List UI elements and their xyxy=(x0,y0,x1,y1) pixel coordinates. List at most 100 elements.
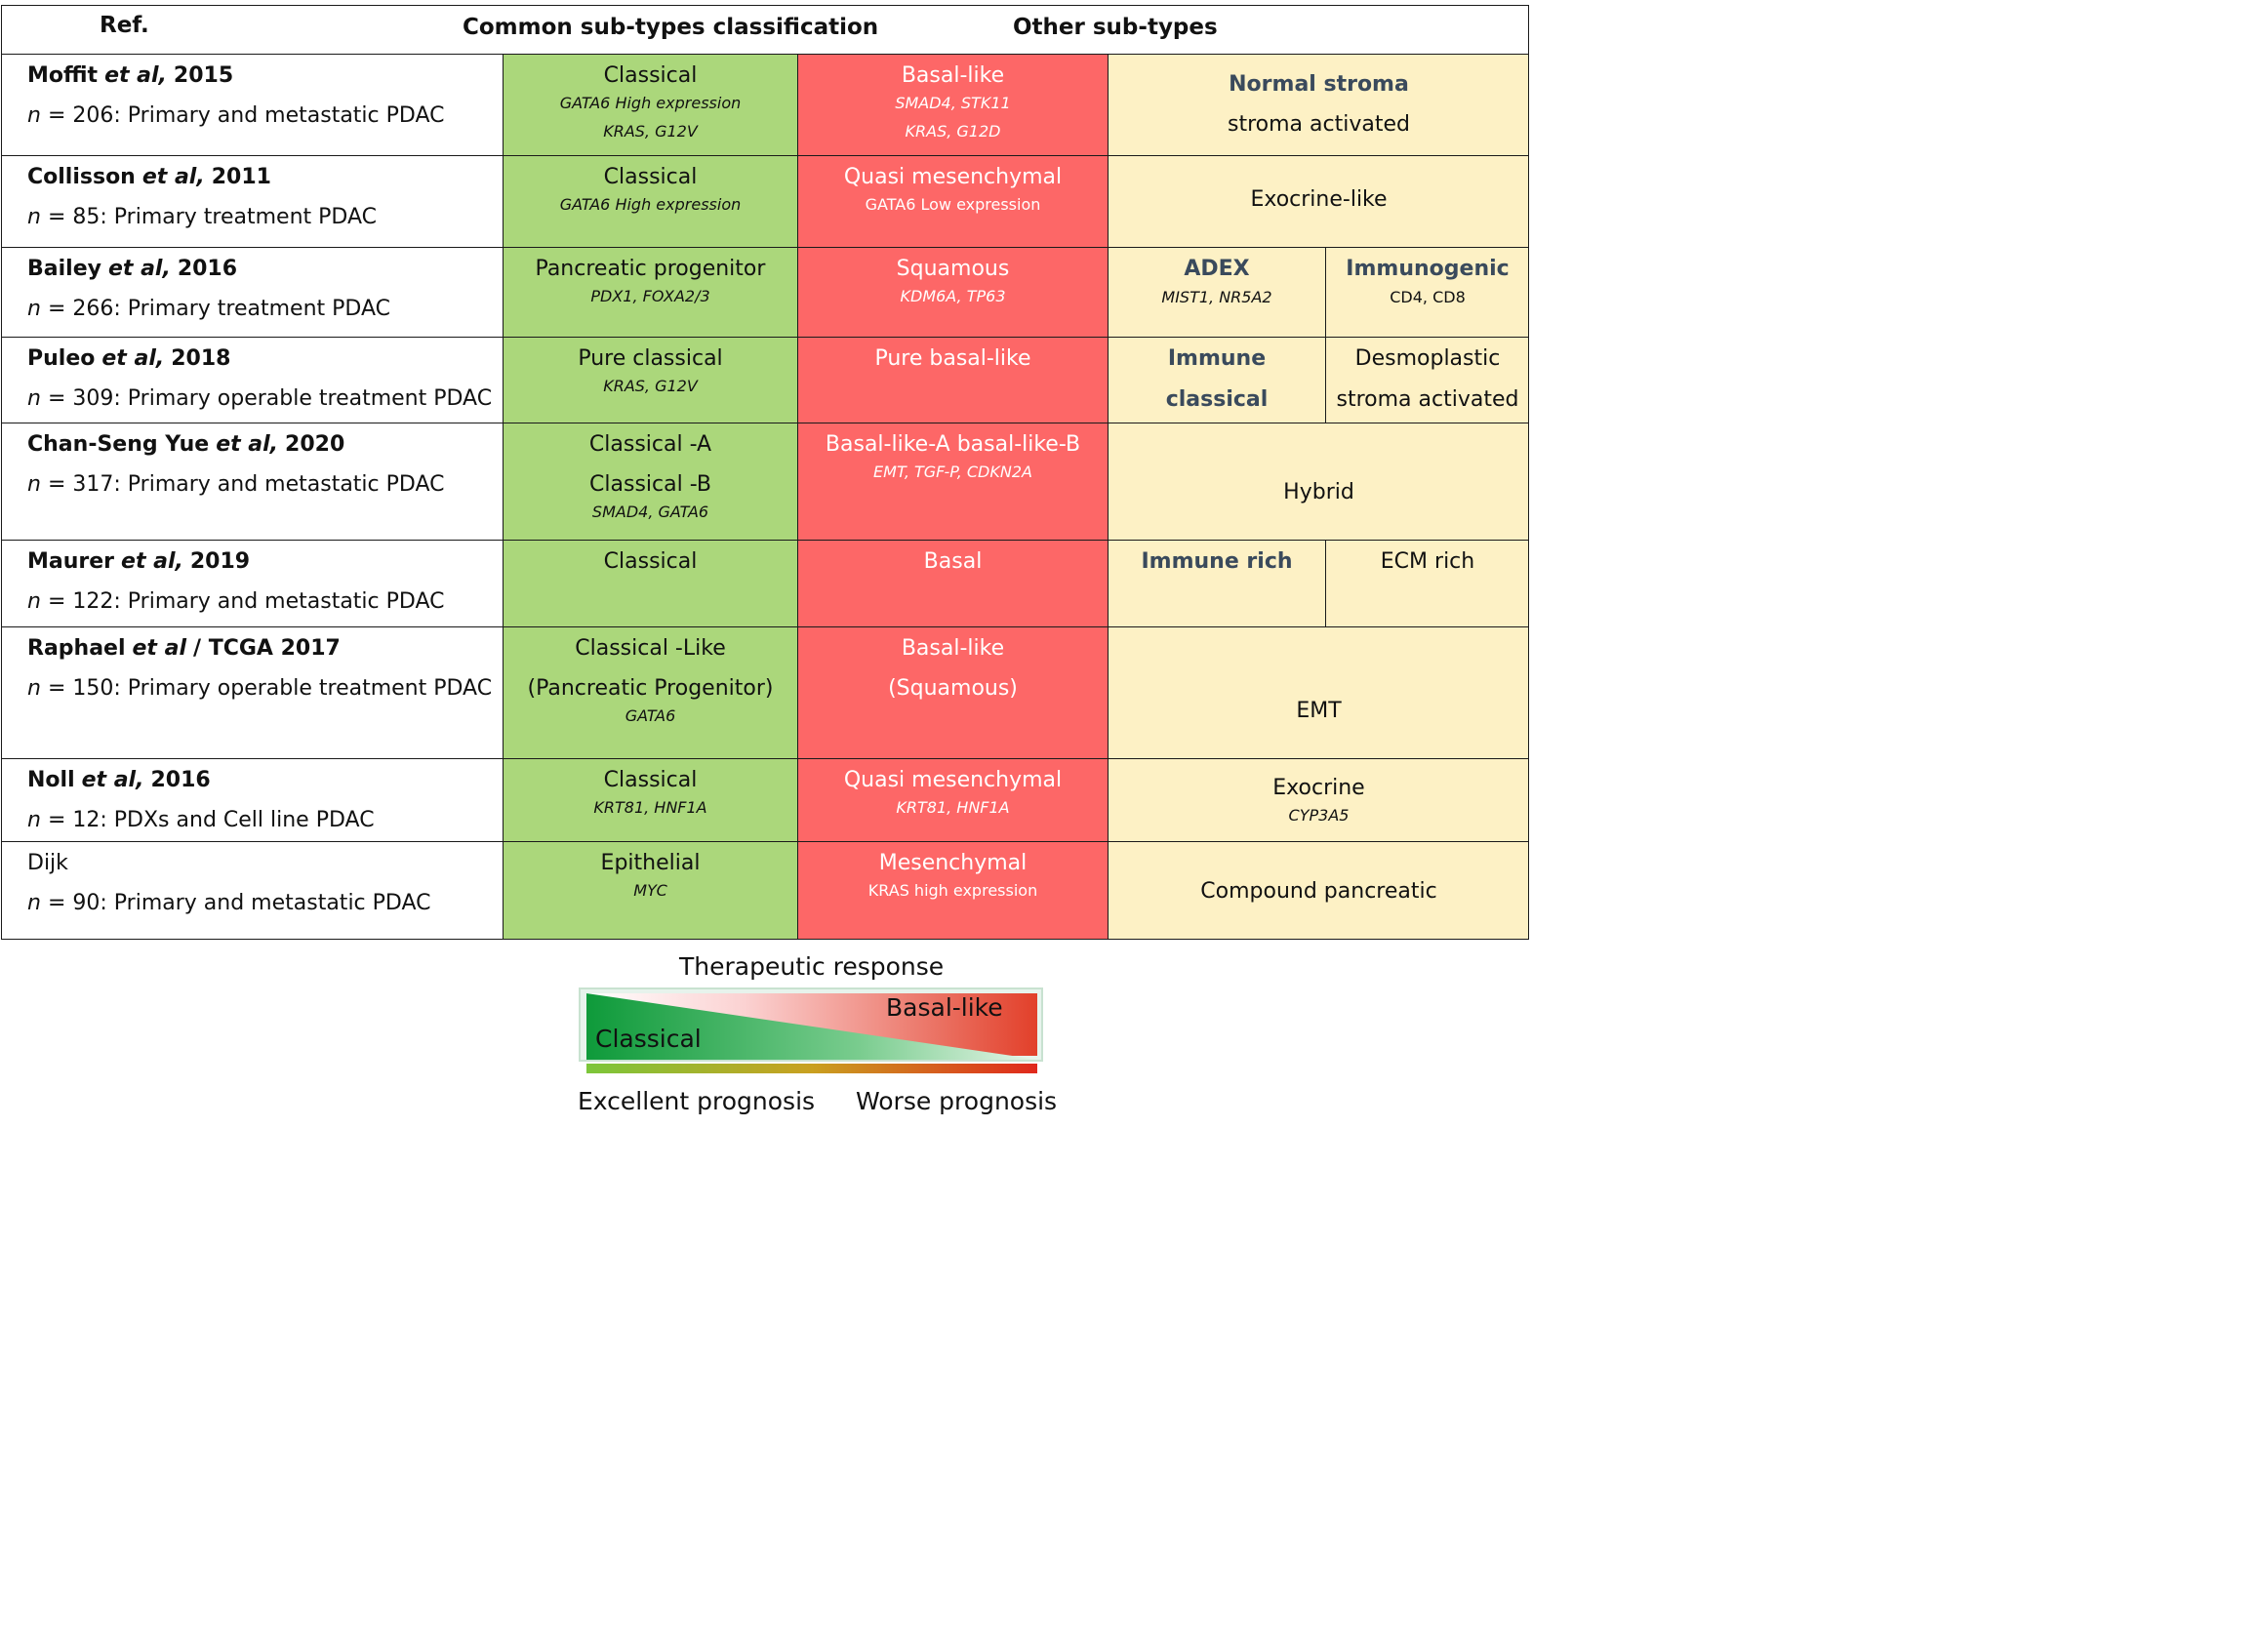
reference-cell: Bailey et al, 2016 n = 266: Primary treat… xyxy=(1,247,503,337)
classical-label: Pancreatic progenitor xyxy=(535,257,766,281)
header-other: Other sub-types xyxy=(1013,15,1218,40)
other-subtype-label: EMT xyxy=(1296,699,1342,723)
reference-author: Raphael xyxy=(27,636,126,661)
basal-label: Pure basal-like xyxy=(874,346,1031,371)
classical-label: Classical -B xyxy=(589,472,711,497)
classical-label: Pure classical xyxy=(578,346,723,371)
sample-n: n xyxy=(27,808,41,832)
reference-year: 2011 xyxy=(211,165,271,189)
other-subtype-label: ADEX xyxy=(1184,257,1250,281)
other-subtype-cell: Compound pancreatic xyxy=(1108,841,1529,939)
basal-gene-label: KRAS high expression xyxy=(867,881,1038,900)
other-subtype-label: Exocrine-like xyxy=(1250,187,1388,212)
basal-label: Basal xyxy=(923,549,983,574)
classical-gene-label: KRAS, G12V xyxy=(603,122,698,141)
reference-sample: n = 150: Primary operable treatment PDAC xyxy=(27,676,492,701)
classical-cell: Classical -Like (Pancreatic Progenitor) GA… xyxy=(503,626,797,758)
classical-gene-label: MYC xyxy=(633,881,667,900)
reference-cell: Moffit et al, 2015 n = 206: Primary and m… xyxy=(1,54,503,155)
header-ref: Ref. xyxy=(100,13,149,38)
reference-cell: Collisson et al, 2011 n = 85: Primary tre… xyxy=(1,155,503,247)
sample-n: n xyxy=(27,103,41,128)
classical-wedge xyxy=(586,993,1039,1060)
reference-title: Maurer et al, 2019 xyxy=(27,549,250,574)
prognosis-bar xyxy=(586,1064,1037,1073)
classical-label: Classical xyxy=(603,768,698,792)
basal-label: (Squamous) xyxy=(888,676,1018,701)
reference-title: Puleo et al, 2018 xyxy=(27,346,230,371)
basal-label: Basal-like xyxy=(901,636,1005,661)
other-subtype-b-cell: Desmoplastic stroma activated xyxy=(1325,337,1529,423)
basal-gene-label: KDM6A, TP63 xyxy=(900,287,1006,305)
basal-cell: Squamous KDM6A, TP63 xyxy=(797,247,1108,337)
reference-sample: n = 317: Primary and metastatic PDAC xyxy=(27,472,444,497)
basal-gene-label: KRT81, HNF1A xyxy=(896,798,1010,817)
legend-classical-label: Classical xyxy=(595,1025,702,1053)
reference-year: 2016 xyxy=(150,768,211,792)
reference-author: Maurer xyxy=(27,549,115,574)
reference-author: Puleo xyxy=(27,346,96,371)
reference-cell: Raphael et al / TCGA 2017 n = 150: Primar… xyxy=(1,626,503,758)
other-subtype-label: classical xyxy=(1165,387,1269,412)
other-subtype-cell: Exocrine CYP3A5 xyxy=(1108,758,1529,841)
other-subtype-label: Compound pancreatic xyxy=(1200,879,1437,904)
other-subtype-label: Immunogenic xyxy=(1346,257,1510,281)
other-subtype-label: stroma activated xyxy=(1228,112,1410,137)
classical-cell: Classical KRT81, HNF1A xyxy=(503,758,797,841)
basal-gene-label: SMAD4, STK11 xyxy=(895,94,1011,112)
sample-description: = 206: Primary and metastatic PDAC xyxy=(47,103,445,128)
classical-cell: Classical GATA6 High expression xyxy=(503,155,797,247)
reference-cell: Dijk n = 90: Primary and metastatic PDAC xyxy=(1,841,503,939)
classical-gene-label: SMAD4, GATA6 xyxy=(591,503,709,521)
sample-description: = 266: Primary treatment PDAC xyxy=(47,297,390,321)
reference-title: Dijk xyxy=(27,851,68,875)
other-subtype-a-cell: Immune classical xyxy=(1108,337,1325,423)
other-subtype-b-cell: ECM rich xyxy=(1325,540,1529,626)
other-subtype-gene-label: CYP3A5 xyxy=(1288,806,1350,825)
classical-gene-label: KRT81, HNF1A xyxy=(593,798,707,817)
sample-n: n xyxy=(27,205,41,229)
basal-label: Basal-like-A basal-like-B xyxy=(825,432,1081,457)
other-subtype-label: Immune rich xyxy=(1141,549,1293,574)
sample-description: = 309: Primary operable treatment PDAC xyxy=(47,386,493,411)
reference-etal: et al, xyxy=(107,257,171,281)
other-subtype-gene-label: MIST1, NR5A2 xyxy=(1161,288,1272,306)
other-subtype-cell: Hybrid xyxy=(1108,423,1529,540)
reference-author: Noll xyxy=(27,768,75,792)
basal-label: Mesenchymal xyxy=(878,851,1028,875)
classical-gene-label: KRAS, G12V xyxy=(603,377,698,395)
classical-label: Classical -A xyxy=(588,432,712,457)
basal-gene-label: EMT, TGF-P, CDKN2A xyxy=(873,463,1032,481)
sample-n: n xyxy=(27,589,41,614)
other-subtype-a-cell: ADEX MIST1, NR5A2 xyxy=(1108,247,1325,337)
reference-title: Collisson et al, 2011 xyxy=(27,165,271,189)
sample-description: = 150: Primary operable treatment PDAC xyxy=(47,676,493,701)
legend-title: Therapeutic response xyxy=(679,952,945,981)
reference-etal: et al xyxy=(132,636,186,661)
basal-cell: Basal-like (Squamous) xyxy=(797,626,1108,758)
reference-author: Chan-Seng Yue xyxy=(27,432,210,457)
classical-gene-label: GATA6 High expression xyxy=(559,94,742,112)
basal-gene-label: KRAS, G12D xyxy=(905,122,1001,141)
reference-cell: Noll et al, 2016 n = 12: PDXs and Cell li… xyxy=(1,758,503,841)
classical-label: Classical -Like xyxy=(575,636,726,661)
other-subtype-label: stroma activated xyxy=(1336,387,1519,412)
classical-cell: Epithelial MYC xyxy=(503,841,797,939)
header-common: Common sub-types classification xyxy=(463,15,879,40)
other-subtype-gene-label: CD4, CD8 xyxy=(1390,288,1466,306)
sample-description: = 12: PDXs and Cell line PDAC xyxy=(47,808,375,832)
reference-year: 2018 xyxy=(171,346,231,371)
reference-year: 2019 xyxy=(189,549,251,574)
other-subtype-label: Immune xyxy=(1167,346,1267,371)
basal-cell: Quasi mesenchymal GATA6 Low expression xyxy=(797,155,1108,247)
reference-etal: et al, xyxy=(81,768,144,792)
basal-cell: Pure basal-like xyxy=(797,337,1108,423)
basal-gene-label: GATA6 Low expression xyxy=(865,195,1041,214)
other-subtype-label: Hybrid xyxy=(1283,480,1354,504)
reference-sample: n = 309: Primary operable treatment PDAC xyxy=(27,386,492,411)
other-subtype-label: Exocrine xyxy=(1272,776,1365,800)
reference-etal: et al, xyxy=(104,63,167,88)
reference-author: Moffit xyxy=(27,63,99,88)
reference-title: Raphael et al / TCGA 2017 xyxy=(27,636,341,661)
sample-description: = 122: Primary and metastatic PDAC xyxy=(47,589,445,614)
